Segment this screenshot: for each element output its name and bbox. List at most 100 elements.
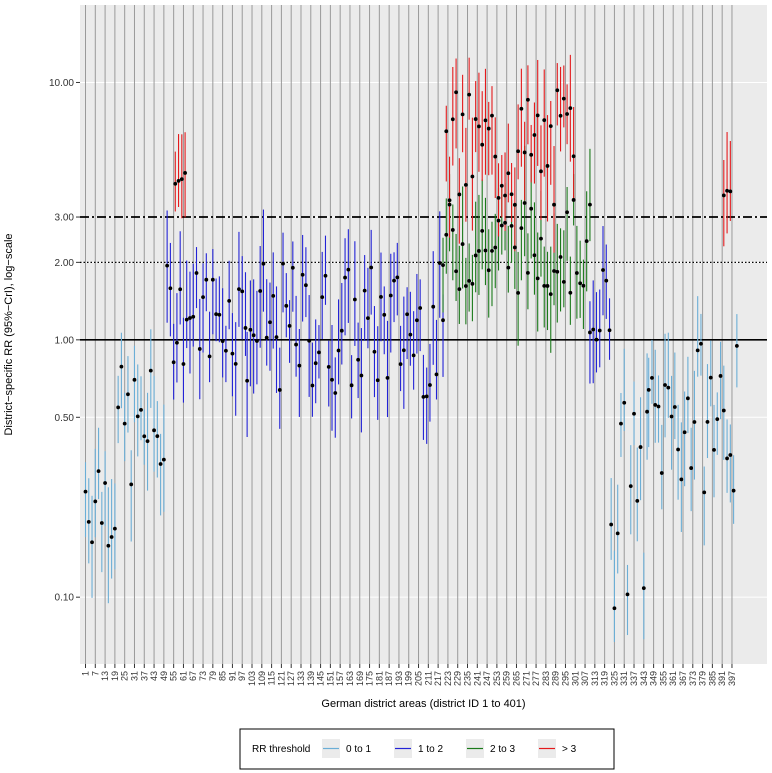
- point-estimate: [258, 289, 263, 293]
- point-estimate: [542, 283, 547, 288]
- point-estimate: [116, 405, 121, 410]
- point-estimate: [734, 344, 739, 348]
- point-estimate: [366, 316, 370, 321]
- point-estimate: [181, 362, 186, 366]
- point-estimate: [609, 522, 614, 527]
- point-estimate: [158, 462, 163, 466]
- point-estimate: [86, 520, 91, 524]
- point-estimate: [622, 400, 627, 405]
- x-tick-label: 157: [335, 671, 345, 686]
- point-estimate: [526, 270, 530, 275]
- point-estimate: [721, 408, 726, 413]
- point-estimate: [571, 198, 576, 202]
- point-estimate: [499, 223, 504, 228]
- point-estimate: [672, 405, 677, 409]
- point-estimate: [676, 447, 680, 452]
- point-estimate: [284, 303, 289, 308]
- point-estimate: [148, 368, 153, 373]
- point-estimate: [548, 292, 553, 297]
- point-estimate: [669, 414, 674, 419]
- point-estimate: [447, 198, 452, 203]
- point-estimate: [414, 318, 419, 323]
- y-axis-ticks: 0.10 0.50 1.00 2.00 3.00 10.00: [49, 78, 80, 604]
- point-estimate: [490, 113, 494, 118]
- x-tick-label: 49: [159, 671, 169, 681]
- point-estimate: [539, 169, 543, 174]
- point-estimate: [463, 182, 468, 187]
- point-estimate: [248, 327, 253, 332]
- x-tick-label: 289: [551, 671, 561, 686]
- point-estimate: [558, 255, 563, 259]
- point-estimate: [679, 477, 684, 482]
- point-estimate: [588, 330, 592, 335]
- point-estimate: [323, 273, 328, 278]
- x-tick-label: 235: [463, 671, 473, 686]
- point-estimate: [204, 277, 209, 282]
- point-estimate: [287, 324, 292, 328]
- point-estimate: [574, 271, 579, 275]
- point-estimate: [155, 434, 160, 439]
- legend-title: RR threshold: [252, 744, 310, 755]
- point-estimate: [619, 421, 623, 426]
- point-estimate: [601, 268, 605, 272]
- point-estimate: [712, 447, 716, 452]
- point-estimate: [382, 312, 387, 317]
- x-tick-label: 325: [609, 671, 619, 686]
- point-estimates: [83, 88, 739, 611]
- point-estimate: [447, 202, 452, 207]
- x-tick-label: 259: [502, 671, 512, 686]
- point-estimate: [483, 248, 488, 253]
- point-estimate: [731, 488, 736, 493]
- point-estimate: [565, 112, 569, 116]
- legend-label: 1 to 2: [418, 744, 443, 755]
- point-estimate: [463, 284, 468, 288]
- point-estimate: [184, 317, 189, 322]
- point-estimate: [201, 295, 205, 300]
- point-estimate: [632, 411, 636, 416]
- point-estimate: [588, 202, 592, 207]
- point-estimate: [441, 263, 445, 268]
- point-estimate: [519, 106, 524, 111]
- point-estimate: [233, 362, 238, 366]
- x-tick-label: 85: [218, 671, 228, 681]
- x-tick-label: 253: [492, 671, 502, 686]
- point-estimate: [725, 456, 729, 461]
- point-estimate: [135, 414, 140, 419]
- point-estimate: [437, 261, 442, 265]
- point-estimate: [526, 97, 530, 102]
- point-estimate: [227, 298, 232, 303]
- x-tick-label: 211: [423, 671, 433, 685]
- point-estimate: [708, 375, 713, 380]
- x-tick-label: 13: [100, 671, 110, 681]
- point-estimate: [718, 374, 723, 378]
- x-tick-label: 277: [531, 671, 541, 686]
- point-estimate: [401, 348, 406, 353]
- point-estimate: [313, 361, 318, 366]
- x-tick-label: 307: [580, 671, 590, 686]
- point-estimate: [165, 263, 170, 268]
- point-estimate: [261, 261, 266, 266]
- point-estimate: [161, 457, 166, 462]
- point-estimate: [281, 261, 285, 266]
- point-estimate: [237, 287, 241, 291]
- point-estimate: [264, 335, 269, 340]
- point-estimate: [183, 171, 187, 175]
- x-tick-label: 361: [668, 671, 678, 686]
- x-tick-label: 181: [374, 671, 384, 686]
- point-estimate: [408, 332, 413, 337]
- x-tick-label: 175: [365, 671, 375, 686]
- point-estimate: [171, 360, 176, 365]
- x-tick-label: 73: [198, 671, 208, 681]
- point-estimate: [271, 294, 276, 298]
- point-estimate: [431, 304, 436, 309]
- point-estimate: [450, 117, 455, 122]
- x-tick-label: 97: [237, 671, 247, 681]
- point-estimate: [223, 348, 228, 353]
- point-estimate: [584, 239, 589, 244]
- x-tick-label: 205: [414, 671, 424, 686]
- y-tick-label: 1.00: [55, 335, 75, 346]
- x-tick-label: 163: [345, 671, 355, 686]
- point-estimate: [421, 395, 426, 399]
- point-estimate: [359, 373, 364, 378]
- point-estimate: [336, 348, 341, 353]
